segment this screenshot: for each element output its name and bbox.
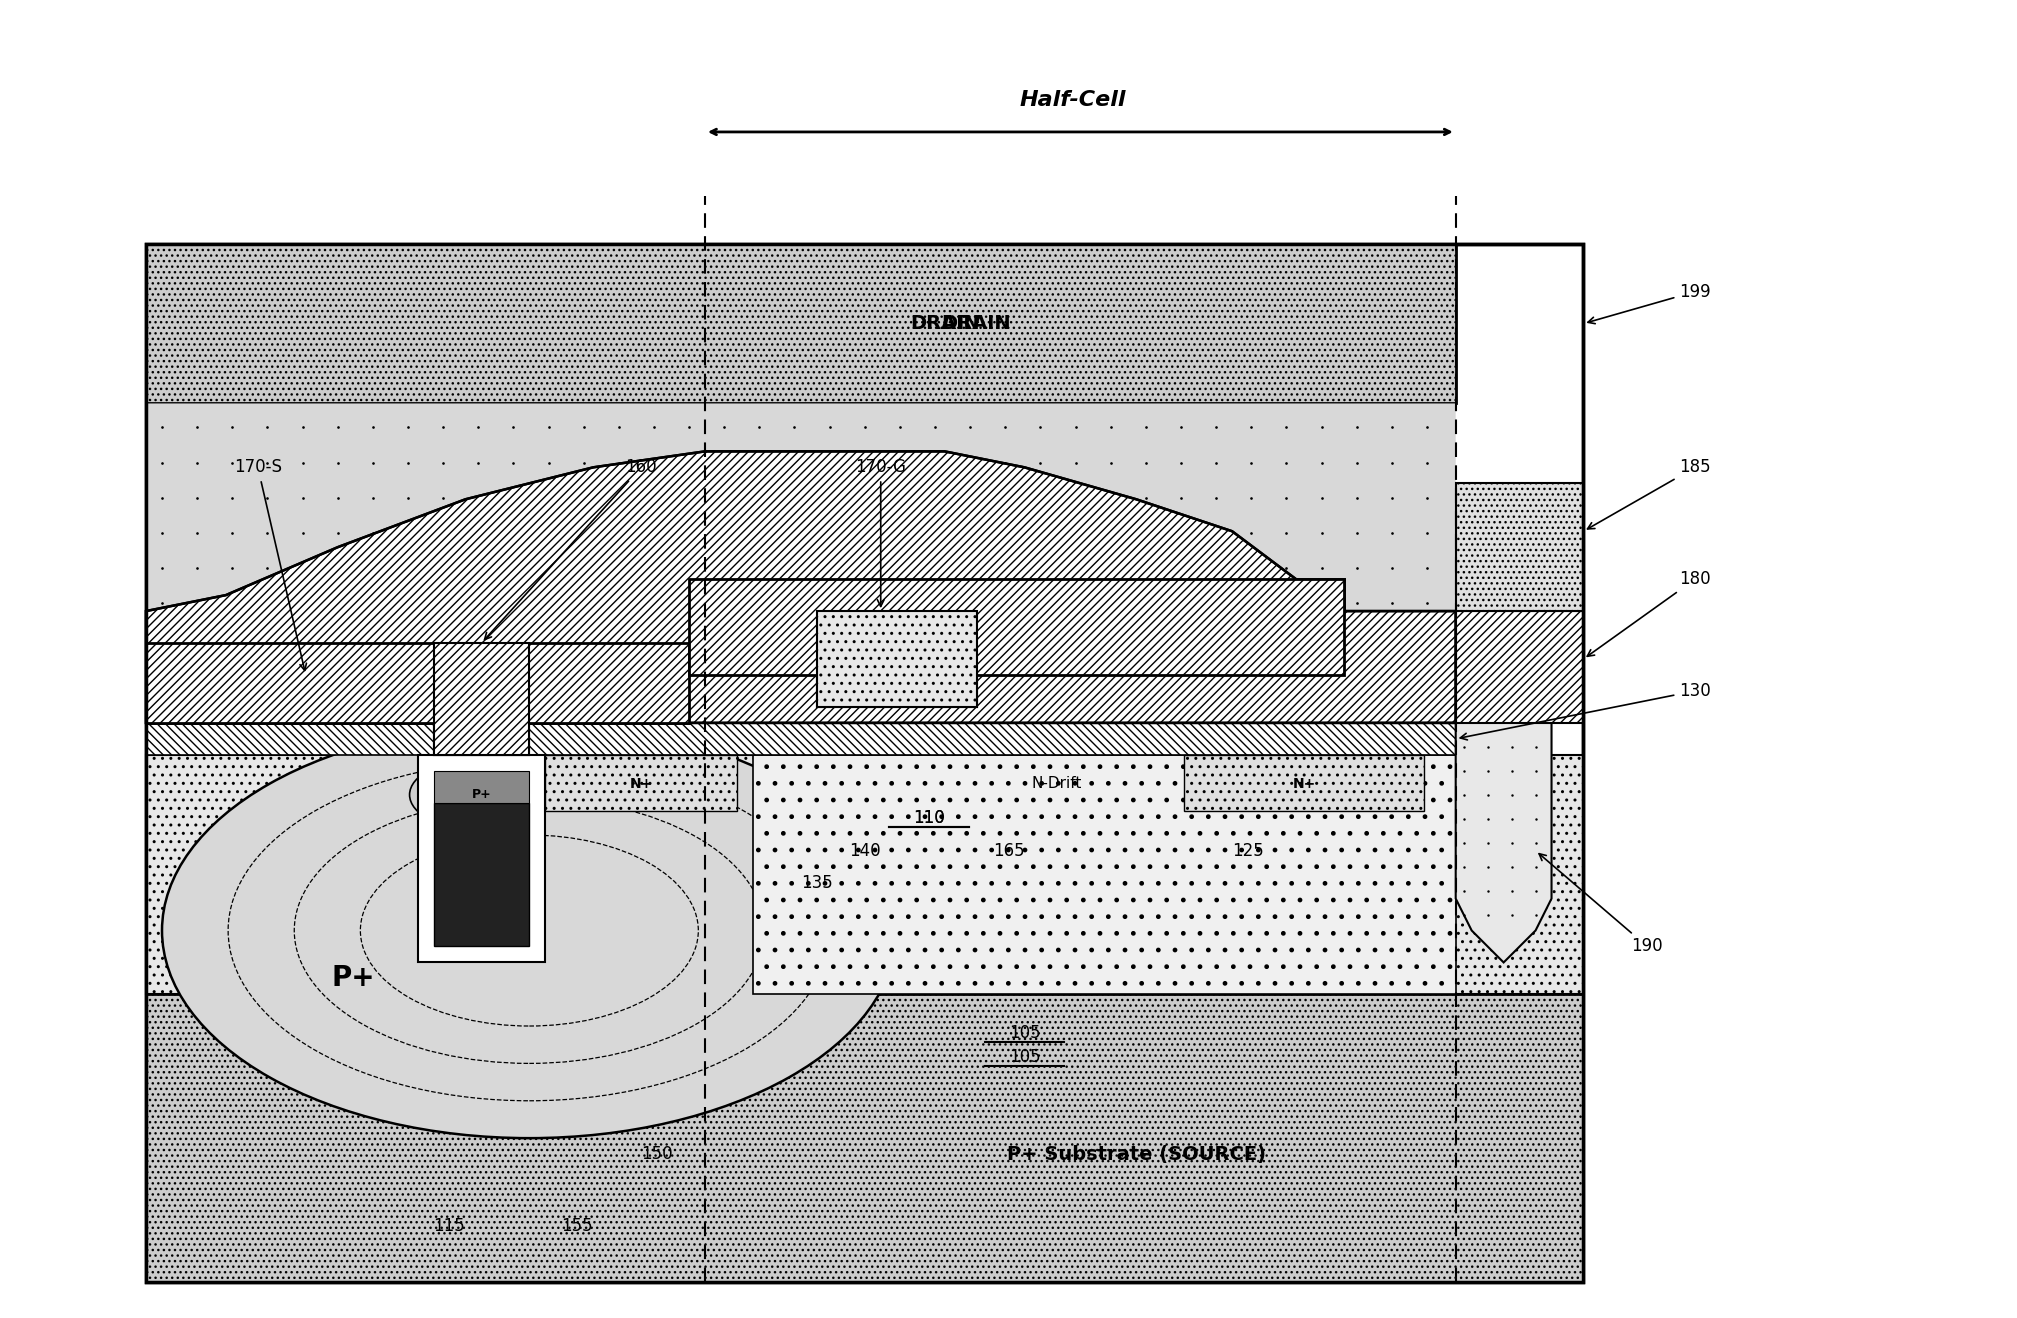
Text: 160: 160 [484,459,658,639]
Polygon shape [1456,722,1551,962]
Text: DRAIN: DRAIN [942,314,1011,333]
Text: 130: 130 [1460,681,1710,739]
Text: 185: 185 [1587,459,1710,529]
Text: 170-S: 170-S [234,459,307,671]
Text: 140: 140 [849,842,881,859]
Text: N-Drift: N-Drift [1031,776,1081,791]
Text: 180: 180 [1587,571,1710,656]
Polygon shape [145,451,1456,722]
Bar [145,643,690,722]
Text: DRAIN: DRAIN [910,314,980,333]
Bar [145,722,1456,755]
Text: 165: 165 [992,842,1025,859]
Bar [145,244,1583,1282]
Text: P+ Substrate (SOURCE): P+ Substrate (SOURCE) [1006,1144,1267,1164]
Bar [145,244,1583,1282]
Bar [434,643,528,755]
Text: N+: N+ [629,776,654,791]
Bar [418,755,545,962]
Text: 155: 155 [561,1217,593,1235]
Text: P+: P+ [472,788,492,801]
Bar [690,579,1343,675]
Ellipse shape [409,759,553,830]
Bar [145,643,690,722]
Text: 110: 110 [914,809,944,826]
Bar [145,994,1583,1282]
Bar [1456,484,1583,612]
Polygon shape [752,755,1456,994]
Bar [545,755,736,811]
Text: 110: 110 [914,809,944,826]
Bar [817,612,976,706]
Text: P+: P+ [333,965,375,992]
Bar [434,803,528,946]
Text: 115: 115 [434,1217,466,1235]
Text: 135: 135 [801,874,833,891]
Polygon shape [145,451,1456,722]
Polygon shape [145,403,1456,612]
Bar [1456,612,1583,722]
Ellipse shape [161,722,898,1139]
Text: N+: N+ [1293,776,1315,791]
Bar [434,771,528,803]
Text: Half-Cell: Half-Cell [1019,90,1125,109]
Text: 150: 150 [641,1145,674,1162]
Text: 190: 190 [1539,854,1662,956]
Text: 170-G: 170-G [855,459,906,606]
Bar [145,244,1456,403]
Text: 105: 105 [1008,1024,1041,1043]
Bar [690,579,1343,675]
Text: 125: 125 [1232,842,1265,859]
Bar [434,612,690,675]
Text: 199: 199 [1587,282,1710,324]
Bar [145,755,1583,994]
Bar [817,612,976,706]
Bar [434,675,528,755]
Bar [1184,755,1424,811]
Text: 105: 105 [1008,1048,1041,1066]
